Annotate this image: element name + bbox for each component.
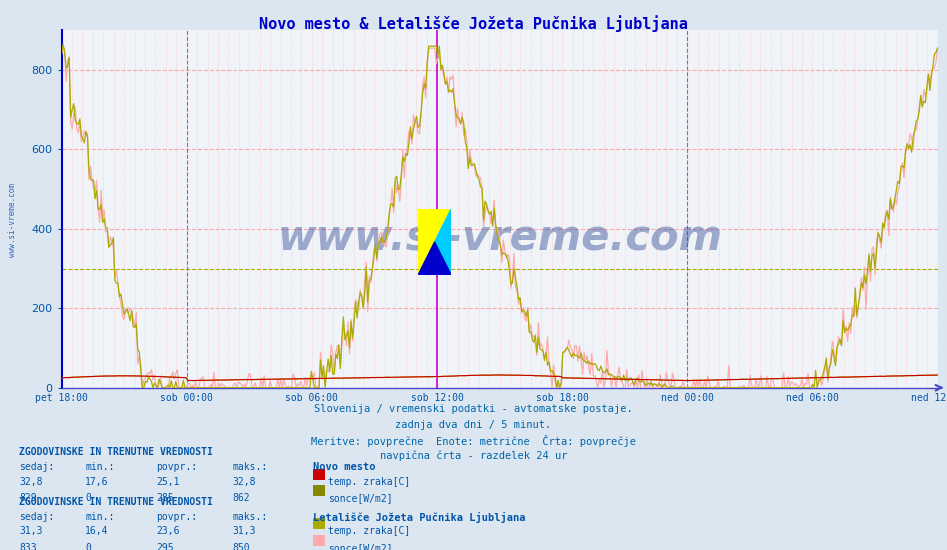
Text: 32,8: 32,8 [232,477,256,487]
Text: 17,6: 17,6 [85,477,109,487]
Text: povpr.:: povpr.: [156,462,197,472]
Text: min.:: min.: [85,512,115,521]
Text: sedaj:: sedaj: [19,512,54,521]
Text: sob 00:00: sob 00:00 [160,393,213,403]
Text: 0: 0 [85,493,91,503]
Polygon shape [418,209,451,242]
Text: sob 12:00: sob 12:00 [411,393,463,403]
Text: ned 06:00: ned 06:00 [786,393,839,403]
Polygon shape [418,209,435,275]
Text: www.si-vreme.com: www.si-vreme.com [277,217,722,258]
Text: sob 18:00: sob 18:00 [536,393,588,403]
Text: 25,1: 25,1 [156,477,180,487]
Text: 16,4: 16,4 [85,526,109,536]
Text: sonce[W/m2]: sonce[W/m2] [328,493,392,503]
Text: 32,8: 32,8 [19,477,43,487]
Text: Novo mesto: Novo mesto [313,462,375,472]
Text: maks.:: maks.: [232,512,267,521]
Text: www.si-vreme.com: www.si-vreme.com [8,183,17,257]
Text: 285: 285 [156,493,174,503]
Text: min.:: min.: [85,462,115,472]
Text: 31,3: 31,3 [232,526,256,536]
Text: 862: 862 [232,493,250,503]
Text: maks.:: maks.: [232,462,267,472]
Text: povpr.:: povpr.: [156,512,197,521]
Text: 31,3: 31,3 [19,526,43,536]
Text: navpična črta - razdelek 24 ur: navpična črta - razdelek 24 ur [380,450,567,461]
Text: 295: 295 [156,543,174,550]
Text: ned 00:00: ned 00:00 [661,393,714,403]
Text: temp. zraka[C]: temp. zraka[C] [328,477,410,487]
Text: zadnja dva dni / 5 minut.: zadnja dva dni / 5 minut. [396,420,551,430]
Text: ned 12:00: ned 12:00 [911,393,947,403]
Text: temp. zraka[C]: temp. zraka[C] [328,526,410,536]
Text: 0: 0 [85,543,91,550]
Polygon shape [435,209,451,275]
Text: Letališče Jožeta Pučnika Ljubljana: Letališče Jožeta Pučnika Ljubljana [313,512,525,522]
Text: sob 06:00: sob 06:00 [285,393,338,403]
Text: 23,6: 23,6 [156,526,180,536]
Text: 829: 829 [19,493,37,503]
Text: 833: 833 [19,543,37,550]
Text: 850: 850 [232,543,250,550]
Text: ZGODOVINSKE IN TRENUTNE VREDNOSTI: ZGODOVINSKE IN TRENUTNE VREDNOSTI [19,447,213,457]
Text: Slovenija / vremenski podatki - avtomatske postaje.: Slovenija / vremenski podatki - avtomats… [314,404,633,414]
Text: sonce[W/m2]: sonce[W/m2] [328,543,392,550]
Text: Novo mesto & Letališče Jožeta Pučnika Ljubljana: Novo mesto & Letališče Jožeta Pučnika Lj… [259,15,688,32]
Text: Meritve: povprečne  Enote: metrične  Črta: povprečje: Meritve: povprečne Enote: metrične Črta:… [311,435,636,447]
Text: sedaj:: sedaj: [19,462,54,472]
Text: pet 18:00: pet 18:00 [35,393,88,403]
Text: ZGODOVINSKE IN TRENUTNE VREDNOSTI: ZGODOVINSKE IN TRENUTNE VREDNOSTI [19,497,213,507]
Polygon shape [418,242,451,275]
